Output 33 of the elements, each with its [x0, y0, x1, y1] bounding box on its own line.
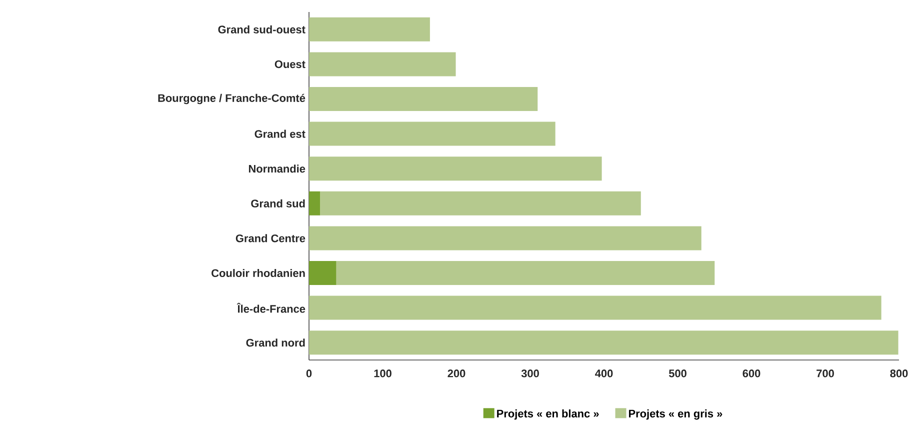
y-tick-label: Grand est [254, 130, 306, 138]
x-tick-label: 300 [521, 370, 539, 378]
legend-label: Projets « en blanc » [497, 409, 599, 420]
bar [309, 122, 556, 146]
bar [309, 261, 336, 286]
legend-label: Projets « en gris » [628, 409, 722, 420]
x-tick-label: 700 [816, 370, 834, 378]
bar [309, 52, 456, 76]
y-tick-label: Couloir rhodanien [212, 268, 305, 278]
bar [309, 191, 320, 216]
bar [309, 330, 898, 355]
x-tick-label: 400 [595, 370, 613, 378]
y-tick-label: Grand nord [246, 338, 305, 347]
y-tick-label: Grand sud [251, 199, 305, 208]
x-tick-label: 800 [890, 370, 908, 378]
x-tick-label: 600 [742, 370, 760, 378]
bar [309, 226, 702, 250]
x-tick-label: 200 [448, 370, 466, 378]
bar [309, 296, 882, 320]
bar [320, 191, 641, 216]
y-tick-label: Ouest [274, 60, 306, 68]
y-tick-label: Bourgogne / Franche-Comté [158, 94, 306, 104]
bar [309, 156, 602, 181]
bar [336, 261, 715, 286]
y-tick-label: Grand sud-ouest [218, 25, 306, 34]
bar [309, 87, 538, 112]
y-tick-label: Grand Centre [236, 234, 306, 242]
x-tick-label: 500 [668, 370, 686, 378]
x-tick-label: 100 [374, 370, 392, 378]
x-tick-label: 0 [306, 370, 312, 378]
bar [309, 17, 430, 42]
y-tick-label: Île-de-France [236, 302, 306, 313]
y-tick-label: Normandie [248, 164, 306, 173]
